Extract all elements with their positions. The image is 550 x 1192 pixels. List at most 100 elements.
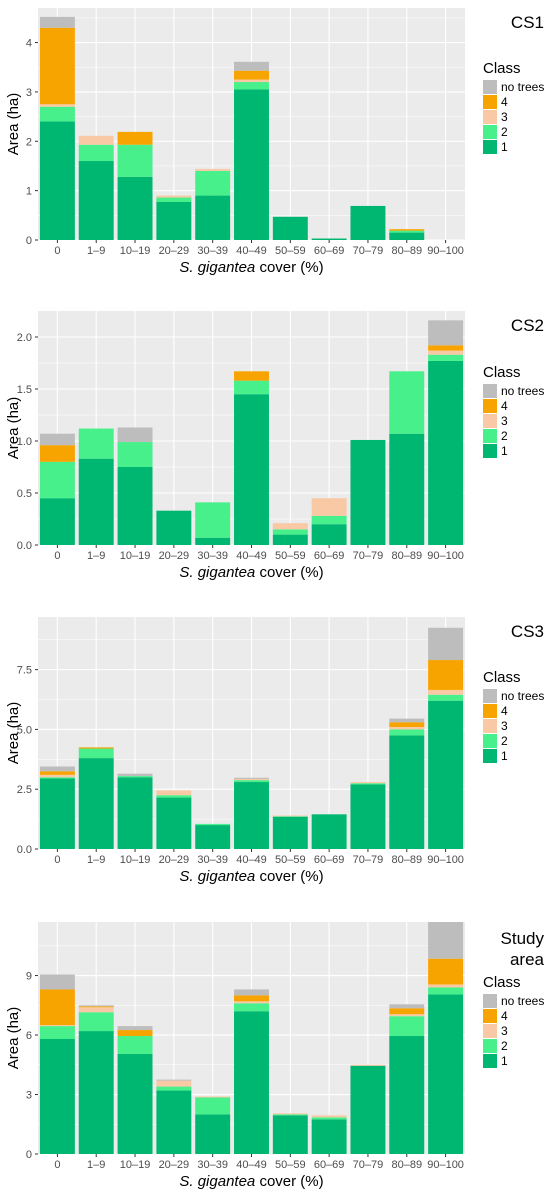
- bar-segment-1-8: [311, 814, 347, 849]
- bar-segment-no-trees-1: [39, 433, 75, 446]
- bar-segment-3-6: [234, 1001, 269, 1004]
- bar-segment-4-6: [234, 70, 269, 80]
- legend-title: Class: [483, 60, 521, 77]
- y-tick-label: 0.0: [17, 540, 32, 552]
- bar-segment-4-2: [78, 747, 114, 749]
- bar-segment-1-2: [78, 758, 114, 849]
- x-tick-label: 10–19: [120, 245, 151, 257]
- legend-swatch-3: [483, 110, 497, 124]
- bar-segment-1-3: [117, 467, 153, 545]
- y-axis-title: Area (ha): [5, 702, 22, 765]
- bar-segment-1-3: [117, 1053, 153, 1154]
- bar-segment-3-5: [195, 168, 231, 171]
- bar-segment-no-trees-1: [39, 16, 75, 28]
- legend-swatch-1: [483, 1054, 497, 1068]
- x-axis-title-unit: cover (%): [255, 1173, 323, 1190]
- x-axis-title-species: S. gigantea: [179, 259, 255, 276]
- bar-segment-1-5: [195, 537, 231, 545]
- bar-segment-3-11: [428, 984, 464, 988]
- x-tick-label: 90–100: [427, 1159, 464, 1171]
- bar-segment-2-10: [389, 729, 425, 736]
- bar-segment-2-11: [428, 694, 464, 701]
- legend-label-3: 3: [501, 1024, 508, 1038]
- legend-swatch-4: [483, 399, 497, 413]
- bar-segment-2-11: [428, 354, 464, 361]
- bar-segment-1-1: [39, 1038, 75, 1154]
- bar-segment-1-6: [234, 782, 269, 849]
- legend-title: Class: [483, 974, 521, 991]
- bar-segment-1-10: [389, 735, 425, 849]
- x-axis-title-unit: cover (%): [255, 868, 323, 885]
- y-tick-label: 2.5: [17, 784, 32, 796]
- bar-segment-2-7: [272, 1114, 308, 1116]
- bar-segment-1-1: [39, 778, 75, 849]
- x-tick-label: 1–9: [87, 1159, 105, 1171]
- bar-segment-3-9: [350, 782, 386, 784]
- x-tick-label: 0: [54, 245, 60, 257]
- bar-segment-no-trees-3: [117, 1026, 153, 1031]
- legend-title: Class: [483, 669, 521, 686]
- bar-segment-4-11: [428, 660, 464, 690]
- bar-segment-1-2: [78, 1031, 114, 1154]
- bar-segment-4-6: [234, 995, 269, 1002]
- y-tick-label: 1.5: [17, 384, 32, 396]
- bar-segment-1-7: [272, 216, 308, 240]
- bar-segment-no-trees-3: [117, 773, 153, 777]
- y-tick-label: 2.0: [17, 332, 32, 344]
- bar-segment-1-8: [311, 524, 347, 545]
- x-tick-label: 80–89: [391, 1159, 422, 1171]
- legend-swatch-4: [483, 95, 497, 109]
- x-tick-label: 0: [54, 1159, 60, 1171]
- facet-title: area: [510, 950, 545, 969]
- legend-swatch-1: [483, 140, 497, 154]
- bar-segment-4-1: [39, 989, 75, 1026]
- bar-segment-1-9: [350, 1065, 386, 1154]
- bar-segment-4-1: [39, 445, 75, 462]
- legend-label-3: 3: [501, 110, 508, 124]
- bar-segment-1-10: [389, 433, 425, 545]
- legend-label-1: 1: [501, 1054, 508, 1068]
- chart-panel-4: 0 3 6 9 0 1–9 10–19 20–29 30–39 40–49 50–59 60–69 70…: [5, 922, 545, 1190]
- x-tick-label: 1–9: [87, 245, 105, 257]
- y-tick-label: 0.0: [17, 844, 32, 856]
- bar-segment-1-7: [272, 1115, 308, 1154]
- bar-segment-4-3: [117, 131, 153, 145]
- bar-segment-1-9: [350, 439, 386, 545]
- bar-segment-1-9: [350, 784, 386, 849]
- bar-segment-3-1: [39, 1025, 75, 1027]
- y-tick-label: 3: [26, 1090, 32, 1102]
- bar-segment-2-4: [156, 197, 192, 202]
- x-tick-label: 60–69: [314, 550, 345, 562]
- x-tick-label: 10–19: [120, 1159, 151, 1171]
- y-tick-label: 7.5: [17, 665, 32, 677]
- bar-segment-1-8: [311, 238, 347, 240]
- bar-segment-3-1: [39, 104, 75, 107]
- bar-segment-1-8: [311, 1119, 347, 1154]
- bar-segment-1-6: [234, 394, 269, 545]
- bar-segment-1-11: [428, 360, 464, 545]
- legend-label-3: 3: [501, 414, 508, 428]
- bar-segment-no-trees-6: [234, 989, 269, 996]
- x-tick-label: 80–89: [391, 245, 422, 257]
- legend-label-2: 2: [501, 125, 508, 139]
- bar-segment-2-9: [350, 783, 386, 785]
- bar-segment-2-6: [234, 1003, 269, 1012]
- legend-label-4: 4: [501, 1009, 508, 1023]
- y-tick-label: 3: [26, 87, 32, 99]
- bar-segment-1-5: [195, 825, 231, 849]
- bar-segment-3-9: [350, 1064, 386, 1066]
- facet-title: CS1: [511, 13, 544, 32]
- legend-label-4: 4: [501, 704, 508, 718]
- bar-segment-4-10: [389, 229, 425, 231]
- bar-segment-3-4: [156, 790, 192, 796]
- bar-segment-1-10: [389, 232, 425, 240]
- bar-segment-1-11: [428, 994, 464, 1154]
- y-tick-label: 2: [26, 136, 32, 148]
- x-tick-label: 80–89: [391, 550, 422, 562]
- bar-segment-3-5: [195, 1096, 231, 1098]
- y-tick-label: 1: [26, 186, 32, 198]
- x-tick-label: 70–79: [353, 1159, 384, 1171]
- legend-swatch-no-trees: [483, 994, 497, 1008]
